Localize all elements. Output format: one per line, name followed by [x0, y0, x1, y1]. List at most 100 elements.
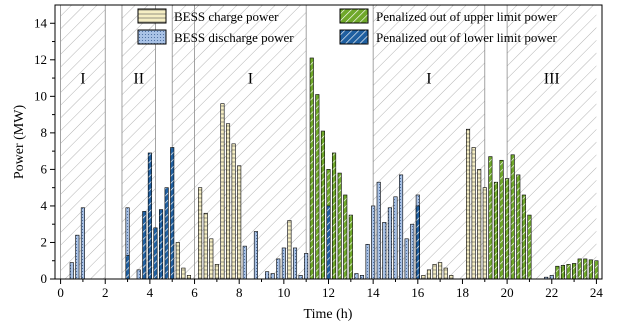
x-tick-label: 10: [277, 285, 290, 300]
y-tick-label: 2: [41, 234, 48, 249]
bar-upper-limit: [516, 174, 521, 279]
bar-lower-limit: [142, 211, 147, 279]
x-tick-label: 8: [236, 285, 243, 300]
x-tick-label: 6: [191, 285, 198, 300]
bar-discharge: [410, 223, 415, 279]
y-tick-label: 14: [34, 15, 48, 30]
legend-label-discharge: BESS discharge power: [174, 30, 294, 45]
x-axis-title: Time (h): [304, 307, 353, 322]
bar-charge: [421, 275, 426, 279]
bar-discharge: [304, 253, 309, 279]
legend-label-charge: BESS charge power: [174, 9, 279, 24]
bar-upper-limit: [510, 154, 515, 279]
x-tick-label: 16: [411, 285, 425, 300]
bar-discharge: [80, 207, 85, 279]
bar-discharge: [544, 276, 549, 279]
y-tick-label: 0: [41, 271, 48, 286]
bar-upper-limit: [337, 172, 342, 279]
bar-charge: [471, 147, 476, 279]
bar-discharge: [253, 231, 258, 279]
bar-upper-limit: [588, 259, 593, 279]
bar-lower-limit: [125, 254, 130, 279]
bar-charge: [287, 220, 292, 279]
bar-charge: [220, 103, 225, 279]
legend-label-lower: Penalized out of lower limit power: [376, 30, 558, 45]
bar-charge: [438, 262, 443, 279]
bar-charge: [482, 187, 487, 279]
legend: BESS charge power BESS discharge power P…: [137, 8, 558, 45]
bar-discharge: [359, 275, 365, 279]
bar-discharge: [382, 222, 387, 279]
bar-upper-limit: [505, 178, 510, 279]
bar-discharge: [265, 271, 270, 279]
bar-discharge: [276, 258, 281, 279]
y-axis-title: Power (MW): [12, 105, 27, 180]
bar-charge: [432, 264, 437, 279]
bar-charge: [466, 128, 471, 279]
y-tick-label: 6: [41, 161, 48, 176]
bar-upper-limit: [309, 57, 314, 279]
bar-charge: [231, 143, 236, 279]
x-tick-label: 24: [590, 285, 604, 300]
region-label-extra-0: II: [133, 71, 144, 88]
y-tick-label: 12: [34, 52, 47, 67]
bar-discharge: [365, 243, 370, 279]
legend-label-upper: Penalized out of upper limit power: [376, 9, 558, 24]
bar-discharge: [371, 205, 376, 279]
bar-discharge: [69, 262, 74, 279]
legend-swatch-lower: [339, 29, 369, 45]
bar-charge: [426, 269, 431, 279]
bar-discharge: [242, 245, 247, 279]
bar-discharge: [549, 275, 554, 279]
legend-swatch-charge: [137, 8, 167, 24]
bar-discharge: [387, 207, 392, 279]
bar-charge: [175, 242, 180, 279]
x-tick-label: 12: [322, 285, 335, 300]
bar-lower-limit: [164, 187, 169, 279]
y-tick-label: 8: [41, 125, 48, 140]
bar-charge: [443, 267, 448, 279]
bar-discharge: [393, 196, 398, 279]
bar-charge: [214, 264, 219, 279]
bar-discharge: [298, 275, 303, 279]
bar-charge: [477, 169, 482, 279]
bar-lower-limit: [147, 152, 152, 279]
bar-upper-limit: [566, 264, 571, 279]
bar-upper-limit: [560, 264, 565, 279]
bar-discharge: [354, 273, 359, 279]
bar-upper-limit: [594, 260, 599, 279]
bar-upper-limit: [577, 258, 582, 279]
bar-discharge: [75, 234, 80, 279]
bar-upper-limit: [521, 194, 526, 279]
bar-upper-limit: [348, 214, 353, 279]
x-tick-label: 14: [367, 285, 381, 300]
bar-upper-limit: [320, 130, 325, 279]
bar-upper-limit: [332, 152, 337, 279]
region-label-5: I: [248, 71, 253, 88]
bar-lower-limit: [170, 147, 175, 279]
x-tick-label: 22: [545, 285, 558, 300]
bar-upper-limit: [572, 263, 577, 279]
bar-charge: [209, 238, 214, 279]
bar-discharge: [281, 247, 286, 279]
bar-upper-limit: [499, 159, 504, 279]
bar-upper-limit: [488, 156, 493, 279]
bar-charge: [226, 123, 231, 279]
region-band-4: [172, 5, 195, 279]
y-tick-label: 10: [34, 88, 47, 103]
region-band-9: [507, 5, 597, 279]
bar-lower-limit: [415, 205, 420, 279]
bar-discharge: [399, 174, 404, 279]
bar-upper-limit: [315, 94, 320, 279]
x-tick-label: 2: [102, 285, 109, 300]
bar-charge: [198, 187, 203, 279]
bar-lower-limit: [153, 227, 158, 279]
bar-charge: [449, 275, 454, 279]
y-tick-label: 4: [41, 198, 48, 213]
bar-discharge: [270, 273, 275, 279]
bar-discharge: [136, 269, 141, 279]
bar-lower-limit: [326, 205, 331, 279]
